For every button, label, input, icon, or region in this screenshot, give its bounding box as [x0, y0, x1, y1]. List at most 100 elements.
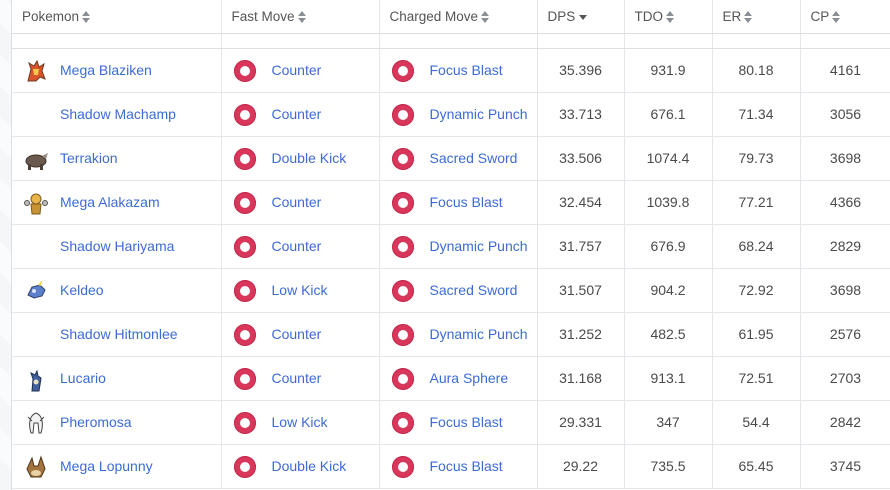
fighting-type-icon	[233, 323, 256, 346]
column-header-cp[interactable]: CP	[800, 0, 890, 34]
dps-value: 35.396	[537, 48, 625, 93]
cp-value: 2842	[800, 400, 890, 445]
fighting-type-icon	[233, 59, 256, 82]
column-header-dps[interactable]: DPS	[537, 0, 625, 34]
pokemon-name-link[interactable]: Mega Lopunny	[60, 458, 153, 474]
fast-move-cell: Double Kick	[221, 136, 380, 181]
filter-row	[12, 33, 890, 49]
table-row: Mega Lopunny Double Kick Focus Blast 29.…	[12, 444, 890, 489]
alakazam-sprite-icon	[24, 193, 48, 214]
charged-move-link[interactable]: Dynamic Punch	[429, 106, 528, 122]
sort-both-icon	[666, 11, 675, 24]
tdo-value: 482.5	[624, 312, 713, 357]
table-row: Keldeo Low Kick Sacred Sword 31.507 904.…	[12, 268, 890, 313]
pokemon-cell: Keldeo	[12, 268, 222, 313]
dps-value: 29.22	[537, 444, 625, 489]
pokemon-cell: Shadow Hariyama	[12, 224, 222, 269]
table-row: Mega Alakazam Counter Focus Blast 32.454…	[12, 180, 890, 225]
pokemon-name-link[interactable]: Lucario	[60, 370, 106, 386]
charged-move-cell: Sacred Sword	[379, 136, 538, 181]
charged-move-link[interactable]: Sacred Sword	[429, 282, 518, 298]
fast-move-link[interactable]: Counter	[271, 106, 322, 122]
fighting-type-icon	[233, 279, 256, 302]
tdo-value: 913.1	[624, 356, 713, 401]
fast-move-link[interactable]: Counter	[271, 326, 322, 342]
pokemon-name-link[interactable]: Mega Alakazam	[60, 194, 160, 210]
fast-move-link[interactable]: Double Kick	[271, 150, 347, 166]
fast-move-cell: Counter	[221, 356, 380, 401]
charged-move-link[interactable]: Sacred Sword	[429, 150, 518, 166]
fighting-type-icon	[391, 411, 414, 434]
pokemon-cell: Shadow Hitmonlee	[12, 312, 222, 357]
pokemon-name-link[interactable]: Pheromosa	[60, 414, 132, 430]
pokemon-cell: Mega Lopunny	[12, 444, 222, 489]
charged-move-cell: Focus Blast	[379, 180, 538, 225]
fast-move-link[interactable]: Double Kick	[271, 458, 347, 474]
er-value: 77.21	[712, 180, 801, 225]
charged-move-link[interactable]: Focus Blast	[429, 62, 503, 78]
charged-move-cell: Sacred Sword	[379, 268, 538, 313]
cp-value: 2576	[800, 312, 890, 357]
er-value: 71.34	[712, 92, 801, 137]
fast-move-cell: Counter	[221, 224, 380, 269]
fighting-type-icon	[233, 455, 256, 478]
charged-move-link[interactable]: Focus Blast	[429, 194, 503, 210]
pokemon-name-link[interactable]: Shadow Machamp	[60, 106, 176, 122]
fighting-type-icon	[391, 147, 414, 170]
fighting-type-icon	[391, 59, 414, 82]
fighting-type-icon	[391, 279, 414, 302]
pokemon-name-link[interactable]: Keldeo	[60, 282, 104, 298]
cp-value: 3698	[800, 136, 890, 181]
column-header-pokemon[interactable]: Pokemon	[12, 0, 222, 34]
fighting-type-icon	[391, 455, 414, 478]
tdo-value: 904.2	[624, 268, 713, 313]
cp-value: 4366	[800, 180, 890, 225]
fighting-type-icon	[233, 411, 256, 434]
tdo-value: 735.5	[624, 444, 713, 489]
pokemon-name-link[interactable]: Shadow Hitmonlee	[60, 326, 178, 342]
fast-move-link[interactable]: Low Kick	[271, 414, 328, 430]
dps-value: 31.252	[537, 312, 625, 357]
pokemon-cell: Terrakion	[12, 136, 222, 181]
er-value: 72.51	[712, 356, 801, 401]
fast-move-cell: Counter	[221, 92, 380, 137]
tdo-value: 931.9	[624, 48, 713, 93]
table-row: Shadow Hitmonlee Counter Dynamic Punch 3…	[12, 312, 890, 357]
column-header-er[interactable]: ER	[712, 0, 801, 34]
er-value: 54.4	[712, 400, 801, 445]
pokemon-name-link[interactable]: Terrakion	[60, 150, 118, 166]
column-header-tdo[interactable]: TDO	[624, 0, 713, 34]
tdo-value: 676.9	[624, 224, 713, 269]
tdo-value: 676.1	[624, 92, 713, 137]
cp-value: 3698	[800, 268, 890, 313]
er-value: 68.24	[712, 224, 801, 269]
charged-move-link[interactable]: Dynamic Punch	[429, 326, 528, 342]
charged-move-link[interactable]: Dynamic Punch	[429, 238, 528, 254]
column-header-fast-move[interactable]: Fast Move	[221, 0, 380, 34]
fast-move-link[interactable]: Counter	[271, 194, 322, 210]
fighting-type-icon	[233, 235, 256, 258]
charged-move-cell: Focus Blast	[379, 48, 538, 93]
column-header-charged-move[interactable]: Charged Move	[379, 0, 538, 34]
sort-both-icon	[832, 11, 841, 24]
er-value: 72.92	[712, 268, 801, 313]
pheromosa-sprite-icon	[27, 411, 45, 433]
fighting-type-icon	[233, 147, 256, 170]
fighting-type-icon	[391, 103, 414, 126]
charged-move-link[interactable]: Focus Blast	[429, 414, 503, 430]
header-row: Pokemon Fast Move Charged Move DPS TDO E…	[12, 0, 890, 34]
fast-move-link[interactable]: Counter	[271, 62, 322, 78]
fast-move-link[interactable]: Counter	[271, 370, 322, 386]
dps-value: 31.168	[537, 356, 625, 401]
blaziken-sprite-icon	[27, 59, 46, 81]
charged-move-link[interactable]: Focus Blast	[429, 458, 503, 474]
charged-move-cell: Dynamic Punch	[379, 224, 538, 269]
fast-move-cell: Low Kick	[221, 268, 380, 313]
charged-move-link[interactable]: Aura Sphere	[429, 370, 509, 386]
fast-move-link[interactable]: Counter	[271, 238, 322, 254]
fast-move-cell: Counter	[221, 48, 380, 93]
fast-move-link[interactable]: Low Kick	[271, 282, 328, 298]
pokemon-name-link[interactable]: Mega Blaziken	[60, 62, 152, 78]
pokemon-name-link[interactable]: Shadow Hariyama	[60, 238, 175, 254]
sort-both-icon	[744, 11, 753, 24]
